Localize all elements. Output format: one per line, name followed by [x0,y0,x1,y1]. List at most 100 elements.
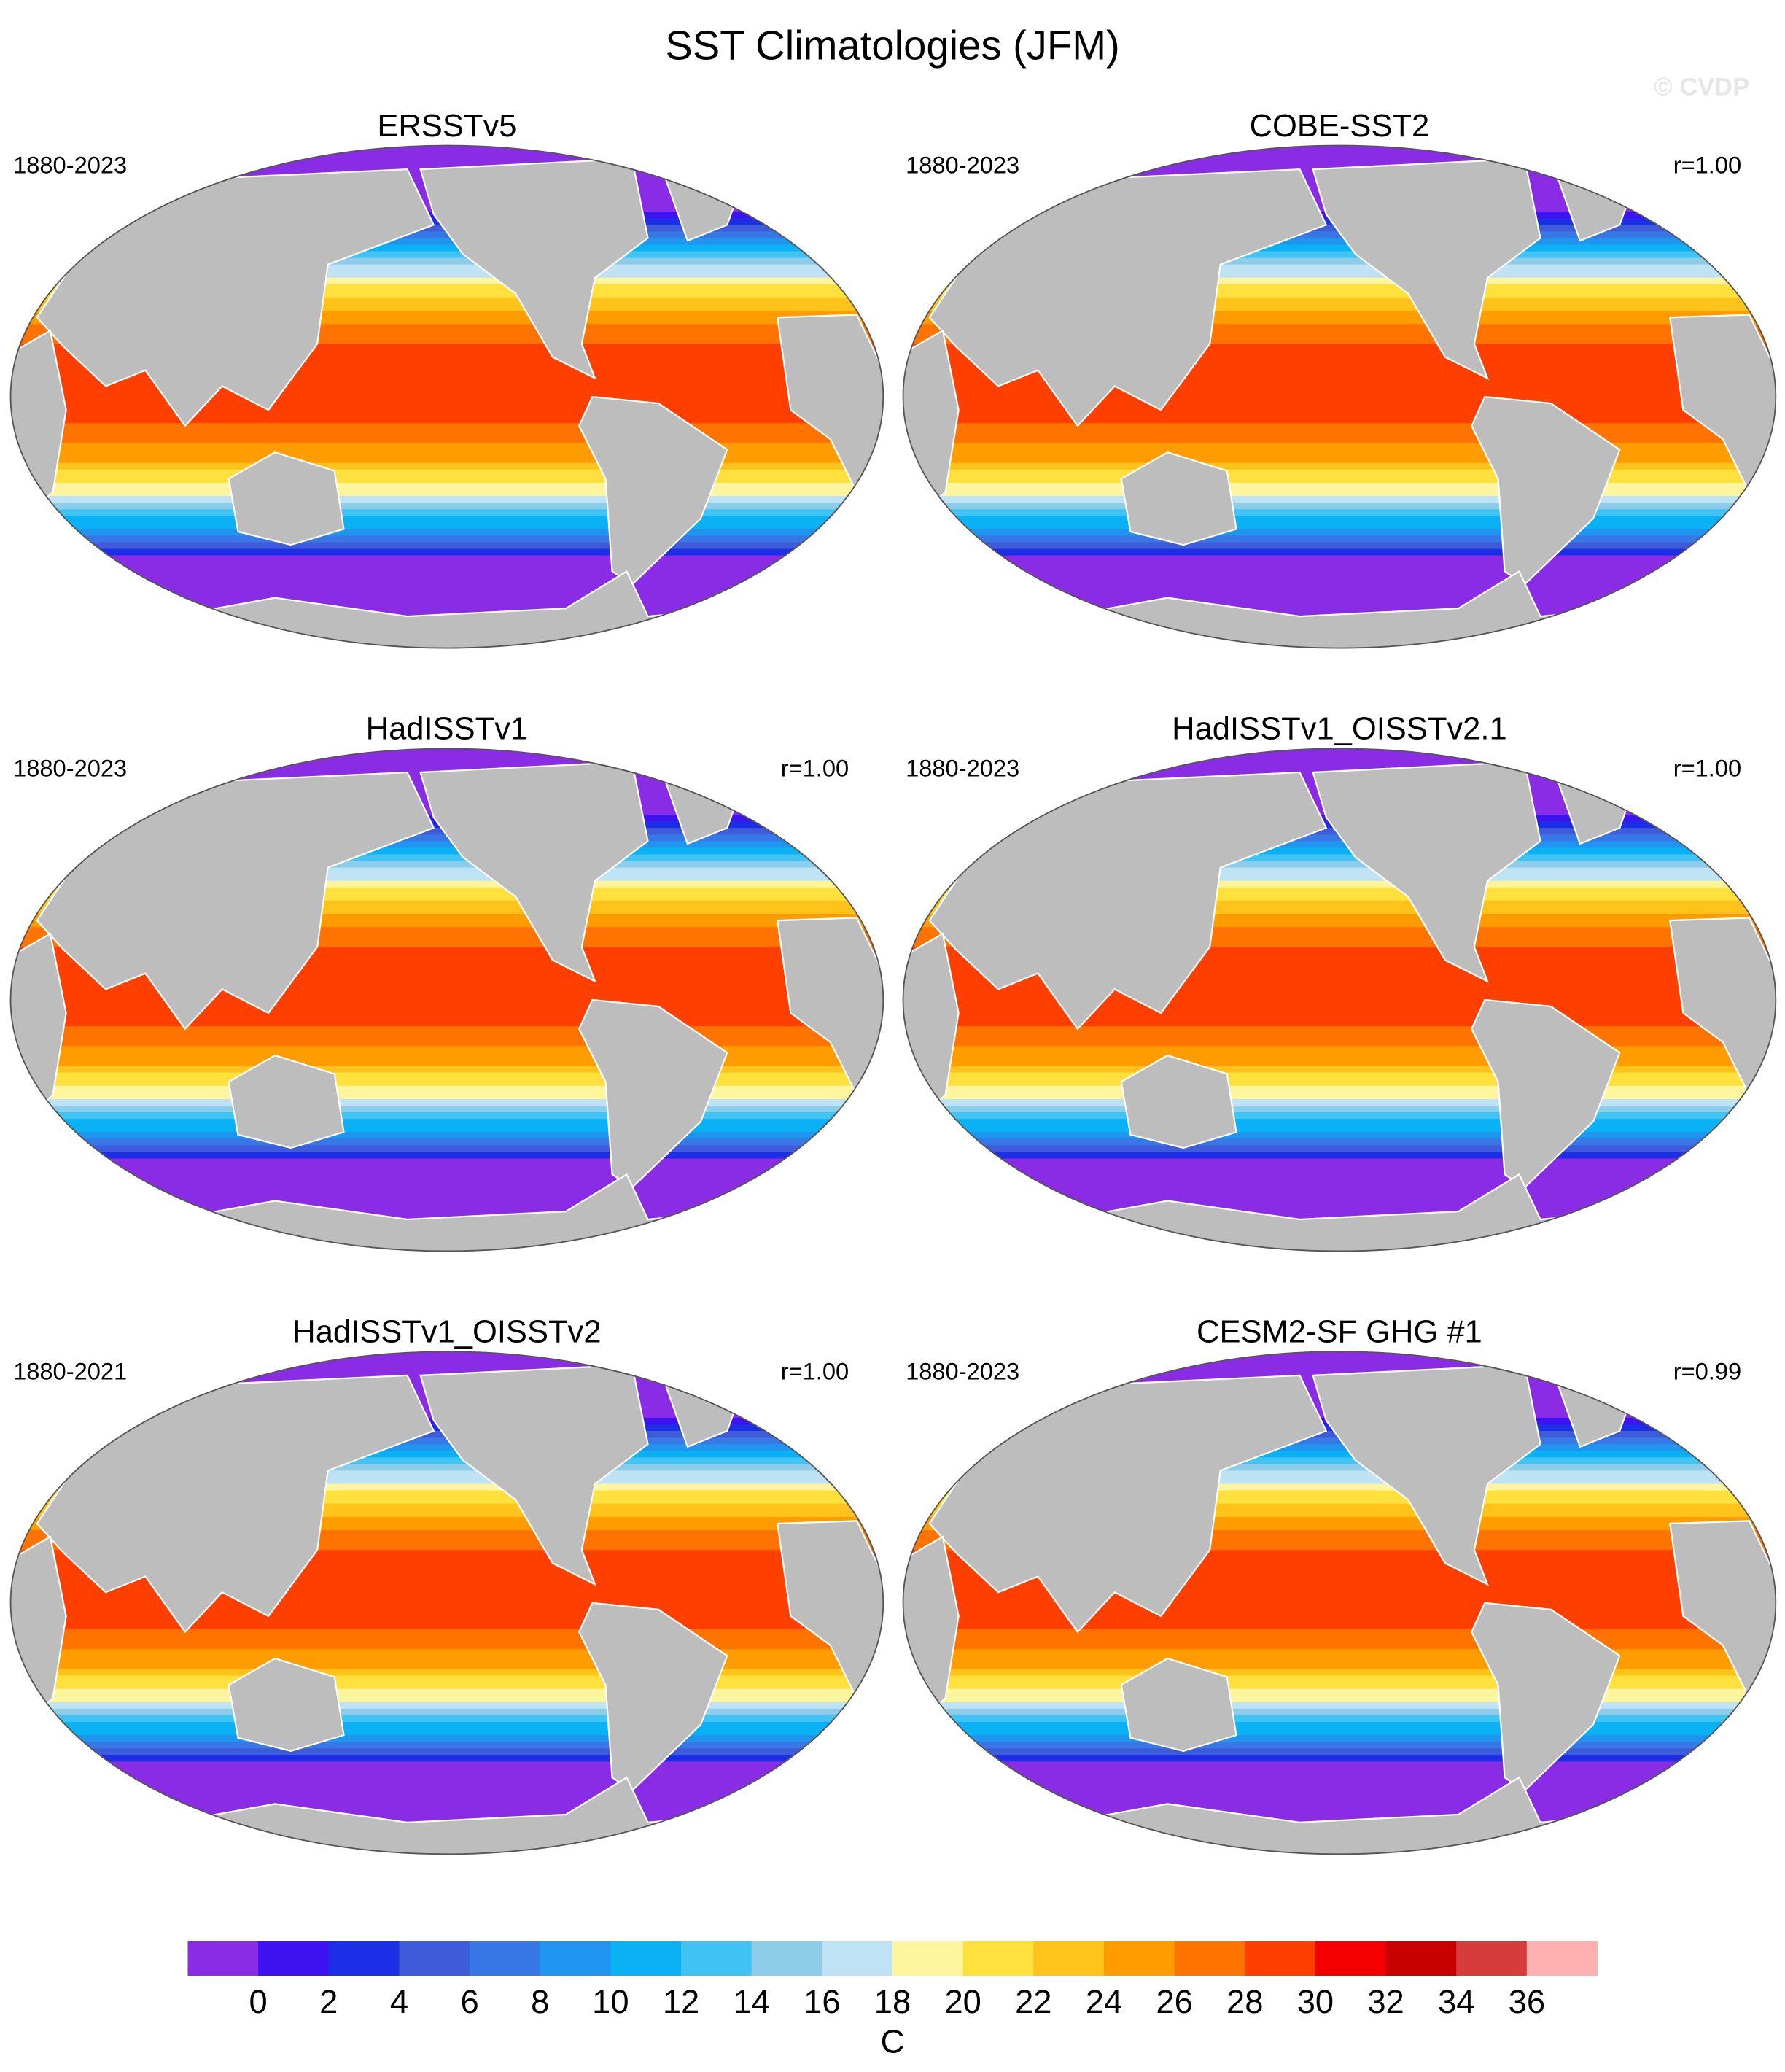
sst-band [903,317,1776,325]
sst-band [10,973,884,981]
sst-band [903,999,1776,1008]
sst-band [903,1768,1776,1776]
sst-band [10,595,884,603]
sst-band [903,841,1776,849]
sst-band [903,1085,1776,1093]
sst-band [903,861,1776,869]
sst-band [10,1098,884,1107]
sst-band [903,423,1776,431]
sst-band [10,986,884,994]
sst-band [10,900,884,909]
sst-band [903,1105,1776,1114]
sst-band [10,1629,884,1637]
sst-band [10,854,884,862]
sst-band [903,1636,1776,1644]
sst-band [10,1609,884,1618]
colorbar-box [1245,1941,1316,1976]
colorbar-tick-label: 10 [592,1983,629,2020]
sst-band [10,1669,884,1677]
sst-band [10,993,884,1001]
sst-band [903,443,1776,451]
sst-band [10,548,884,556]
sst-band [10,264,884,272]
sst-band [903,880,1776,888]
panel-title: HadISSTv1_OISSTv2 [292,1315,601,1350]
sst-band [903,1497,1776,1505]
sst-band [10,920,884,928]
sst-band [10,1596,884,1604]
sst-band [903,1781,1776,1789]
colorbar-tick-label: 36 [1509,1983,1545,2020]
sst-band [903,602,1776,610]
panel-years: 1880-2023 [13,754,127,781]
sst-band [10,907,884,915]
sst-band [10,1358,884,1366]
sst-band [903,271,1776,279]
sst-band [903,304,1776,312]
sst-band [903,403,1776,411]
sst-band [903,575,1776,583]
sst-band [10,1191,884,1199]
sst-band [10,462,884,470]
sst-band [10,1788,884,1796]
sst-band [903,867,1776,875]
sst-band [10,887,884,895]
sst-band [10,1470,884,1478]
sst-band [903,311,1776,319]
sst-band [10,960,884,968]
sst-band [903,1052,1776,1060]
sst-band [10,1059,884,1067]
sst-band [903,953,1776,961]
panel-correlation: r=0.99 [1673,1357,1741,1384]
sst-band [903,1543,1776,1551]
sst-band [10,979,884,988]
sst-band [903,1198,1776,1206]
colorbar-tick-label: 8 [531,1983,549,2020]
colorbar: 0 2 4 6 8 10 12 14 16 18 20 22 24 26 28 30 32 34 36 [187,1941,1598,2020]
sst-band [10,430,884,438]
map-panel: HadISSTv1_OISSTv2.1 1880-2023 r=1.00 [902,712,1777,1252]
sst-band [903,1761,1776,1769]
colorbar-box [187,1941,259,1976]
sst-band [903,761,1776,769]
sst-band [903,1583,1776,1591]
sst-band [10,1085,884,1093]
sst-band [903,1682,1776,1690]
sst-band [903,383,1776,392]
sst-band [903,1755,1776,1763]
sst-band [903,847,1776,855]
colorbar-box [892,1941,964,1976]
sst-band [903,1365,1776,1373]
sst-band [903,907,1776,915]
sst-band [903,1059,1776,1067]
sst-band [903,482,1776,491]
sst-band [903,1530,1776,1538]
sst-band [903,529,1776,537]
sst-band [903,1026,1776,1034]
sst-band [10,1735,884,1743]
sst-band [903,350,1776,358]
sst-band [10,1365,884,1373]
sst-band [903,1191,1776,1199]
sst-band [903,1125,1776,1133]
sst-band [903,940,1776,948]
sst-band [10,927,884,935]
panel-title: HadISSTv1 [366,712,529,747]
sst-band [903,516,1776,524]
sst-band [10,317,884,325]
sst-band [10,1158,884,1166]
sst-band [10,277,884,285]
sst-band [903,1807,1776,1816]
sst-band [903,874,1776,882]
sst-band [903,1006,1776,1014]
colorbar-tick-label: 6 [460,1983,478,2020]
sst-band [10,290,884,299]
sst-band [10,1020,884,1028]
sst-field [903,1351,1776,1855]
sst-band [903,1138,1776,1146]
sst-band [903,1211,1776,1219]
sst-band [10,522,884,530]
sst-band [903,1537,1776,1545]
